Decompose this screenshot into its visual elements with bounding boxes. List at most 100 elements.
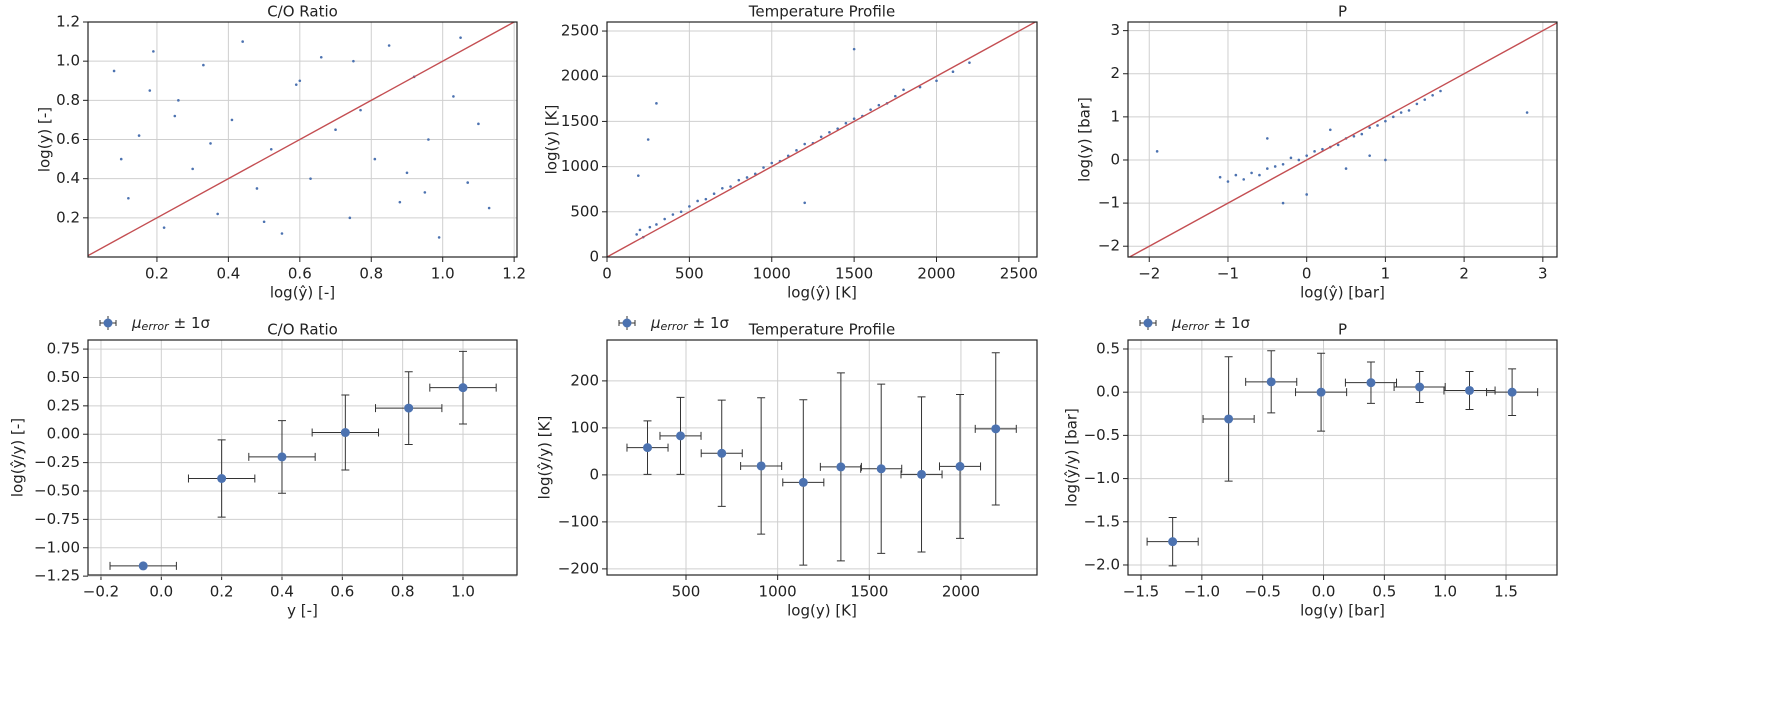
x-tick-label: 0.6 [288, 265, 312, 283]
y-axis-label: log(ŷ/y) [-] [9, 418, 27, 497]
y-tick-label: 0.00 [47, 425, 80, 443]
subplot-title: Temperature Profile [748, 321, 895, 339]
scatter-point [1234, 173, 1238, 177]
scatter-point [770, 161, 774, 165]
scatter-point [852, 47, 856, 51]
legend-subscript: error [142, 320, 171, 333]
scatter-point [877, 103, 881, 107]
x-tick-label: 1.0 [1433, 583, 1457, 601]
scatter-point [828, 130, 831, 134]
x-tick-label: 1.2 [502, 265, 526, 283]
x-tick-label: 0.2 [210, 583, 234, 601]
scatter-point [359, 108, 362, 112]
x-tick-label: 3 [1538, 265, 1548, 283]
scatter-point [655, 102, 658, 105]
y-tick-label: −2.0 [1084, 555, 1120, 573]
y-tick-label: 100 [570, 418, 599, 436]
scatter-point [373, 157, 377, 161]
scatter-point [1407, 109, 1411, 112]
scatter-point [230, 118, 234, 122]
scatter-point [1273, 165, 1277, 168]
point [404, 403, 414, 413]
scatter-point [1391, 115, 1395, 119]
scatter-point [423, 191, 427, 194]
point [798, 477, 808, 487]
scatter-point [466, 181, 470, 184]
point [756, 461, 766, 471]
scatter-point [437, 236, 441, 239]
scatter-point [762, 166, 765, 169]
scatter-point [1266, 137, 1269, 140]
scatter-point [737, 178, 741, 182]
marks [109, 350, 497, 571]
scatter-point [1368, 154, 1371, 157]
y-tick-label: 1.0 [56, 52, 80, 70]
scatter-point [1313, 150, 1316, 153]
scatter-point [635, 233, 638, 236]
scatter-point [918, 85, 922, 89]
y-tick-label: 0.0 [1096, 383, 1120, 401]
point [1168, 537, 1178, 547]
y-tick-label: −100 [558, 512, 599, 530]
legend-marker [103, 318, 113, 328]
point [138, 561, 148, 571]
subplot: −0.2 0.0 0.2 0.4 0.6 0.8 1.0 −1.25 −1.00 −0.75 −0.… [9, 314, 518, 620]
scatter-point [803, 201, 807, 205]
axes-frame [87, 21, 518, 258]
scatter-point [745, 176, 749, 179]
legend-suffix: ± 1σ [174, 314, 211, 332]
scatter-point [387, 44, 391, 47]
scatter-point [819, 135, 823, 139]
scatter-point [262, 220, 266, 224]
legend-label: μerror ± 1σ [131, 314, 211, 334]
y-tick-label: −0.75 [34, 510, 80, 528]
scatter-point [487, 206, 491, 210]
y-tick-label: −1 [1098, 194, 1120, 212]
scatter-point [935, 79, 938, 83]
y-tick-label: −200 [558, 559, 599, 577]
x-tick-label: 500 [672, 583, 701, 601]
point [1316, 387, 1326, 397]
x-tick-label: 0.8 [359, 265, 383, 283]
y-tick-label: 0 [589, 248, 599, 266]
scatter-point [1155, 150, 1159, 153]
y-tick-label: 1 [1110, 107, 1120, 125]
scatter-point [202, 63, 205, 67]
scatter-point [280, 232, 284, 235]
point [340, 428, 350, 438]
scatter-point [637, 174, 640, 177]
point [917, 469, 927, 479]
scatter-point [648, 225, 652, 229]
x-tick-label: 1000 [759, 583, 797, 601]
scatter-point [112, 69, 116, 73]
subplot: −1.5 −1.0 −0.5 0.0 0.5 1.0 1.5−2.0−1.5−1.0−0.5… [1063, 314, 1558, 620]
scatter-point [1242, 178, 1246, 181]
scatter-point [177, 99, 180, 102]
legend-marker [622, 318, 632, 328]
legend-suffix: ± 1σ [693, 314, 730, 332]
point [991, 424, 1001, 434]
x-tick-label: 1.0 [451, 583, 475, 601]
x-tick-label: 1500 [850, 583, 888, 601]
identity-line [88, 22, 516, 257]
point [876, 464, 886, 474]
x-tick-label: 2500 [1000, 265, 1038, 283]
y-tick-label: 0.2 [56, 208, 80, 226]
x-tick-label: 1 [1381, 265, 1391, 283]
subplot-title: Temperature Profile [748, 3, 895, 21]
x-axis-label: log(ŷ) [K] [787, 284, 857, 302]
scatter-point [162, 226, 166, 229]
point [1415, 382, 1425, 392]
scatter-point [1399, 111, 1403, 114]
scatter-point [191, 167, 194, 171]
x-tick-label: 0 [1302, 265, 1312, 283]
subplot: 0.2 0.4 0.6 0.8 1.0 1.2 0.2 0.4 0.6 0.8 1.0 1.2 C/O … [36, 3, 527, 302]
scatter-point [1289, 156, 1293, 160]
x-axis-label: y [-] [287, 602, 318, 620]
marks [88, 22, 516, 257]
subplot-title: C/O Ratio [267, 321, 338, 339]
plot-area [1128, 22, 1557, 257]
scatter-point [968, 61, 971, 64]
scatter-point [1376, 124, 1379, 127]
